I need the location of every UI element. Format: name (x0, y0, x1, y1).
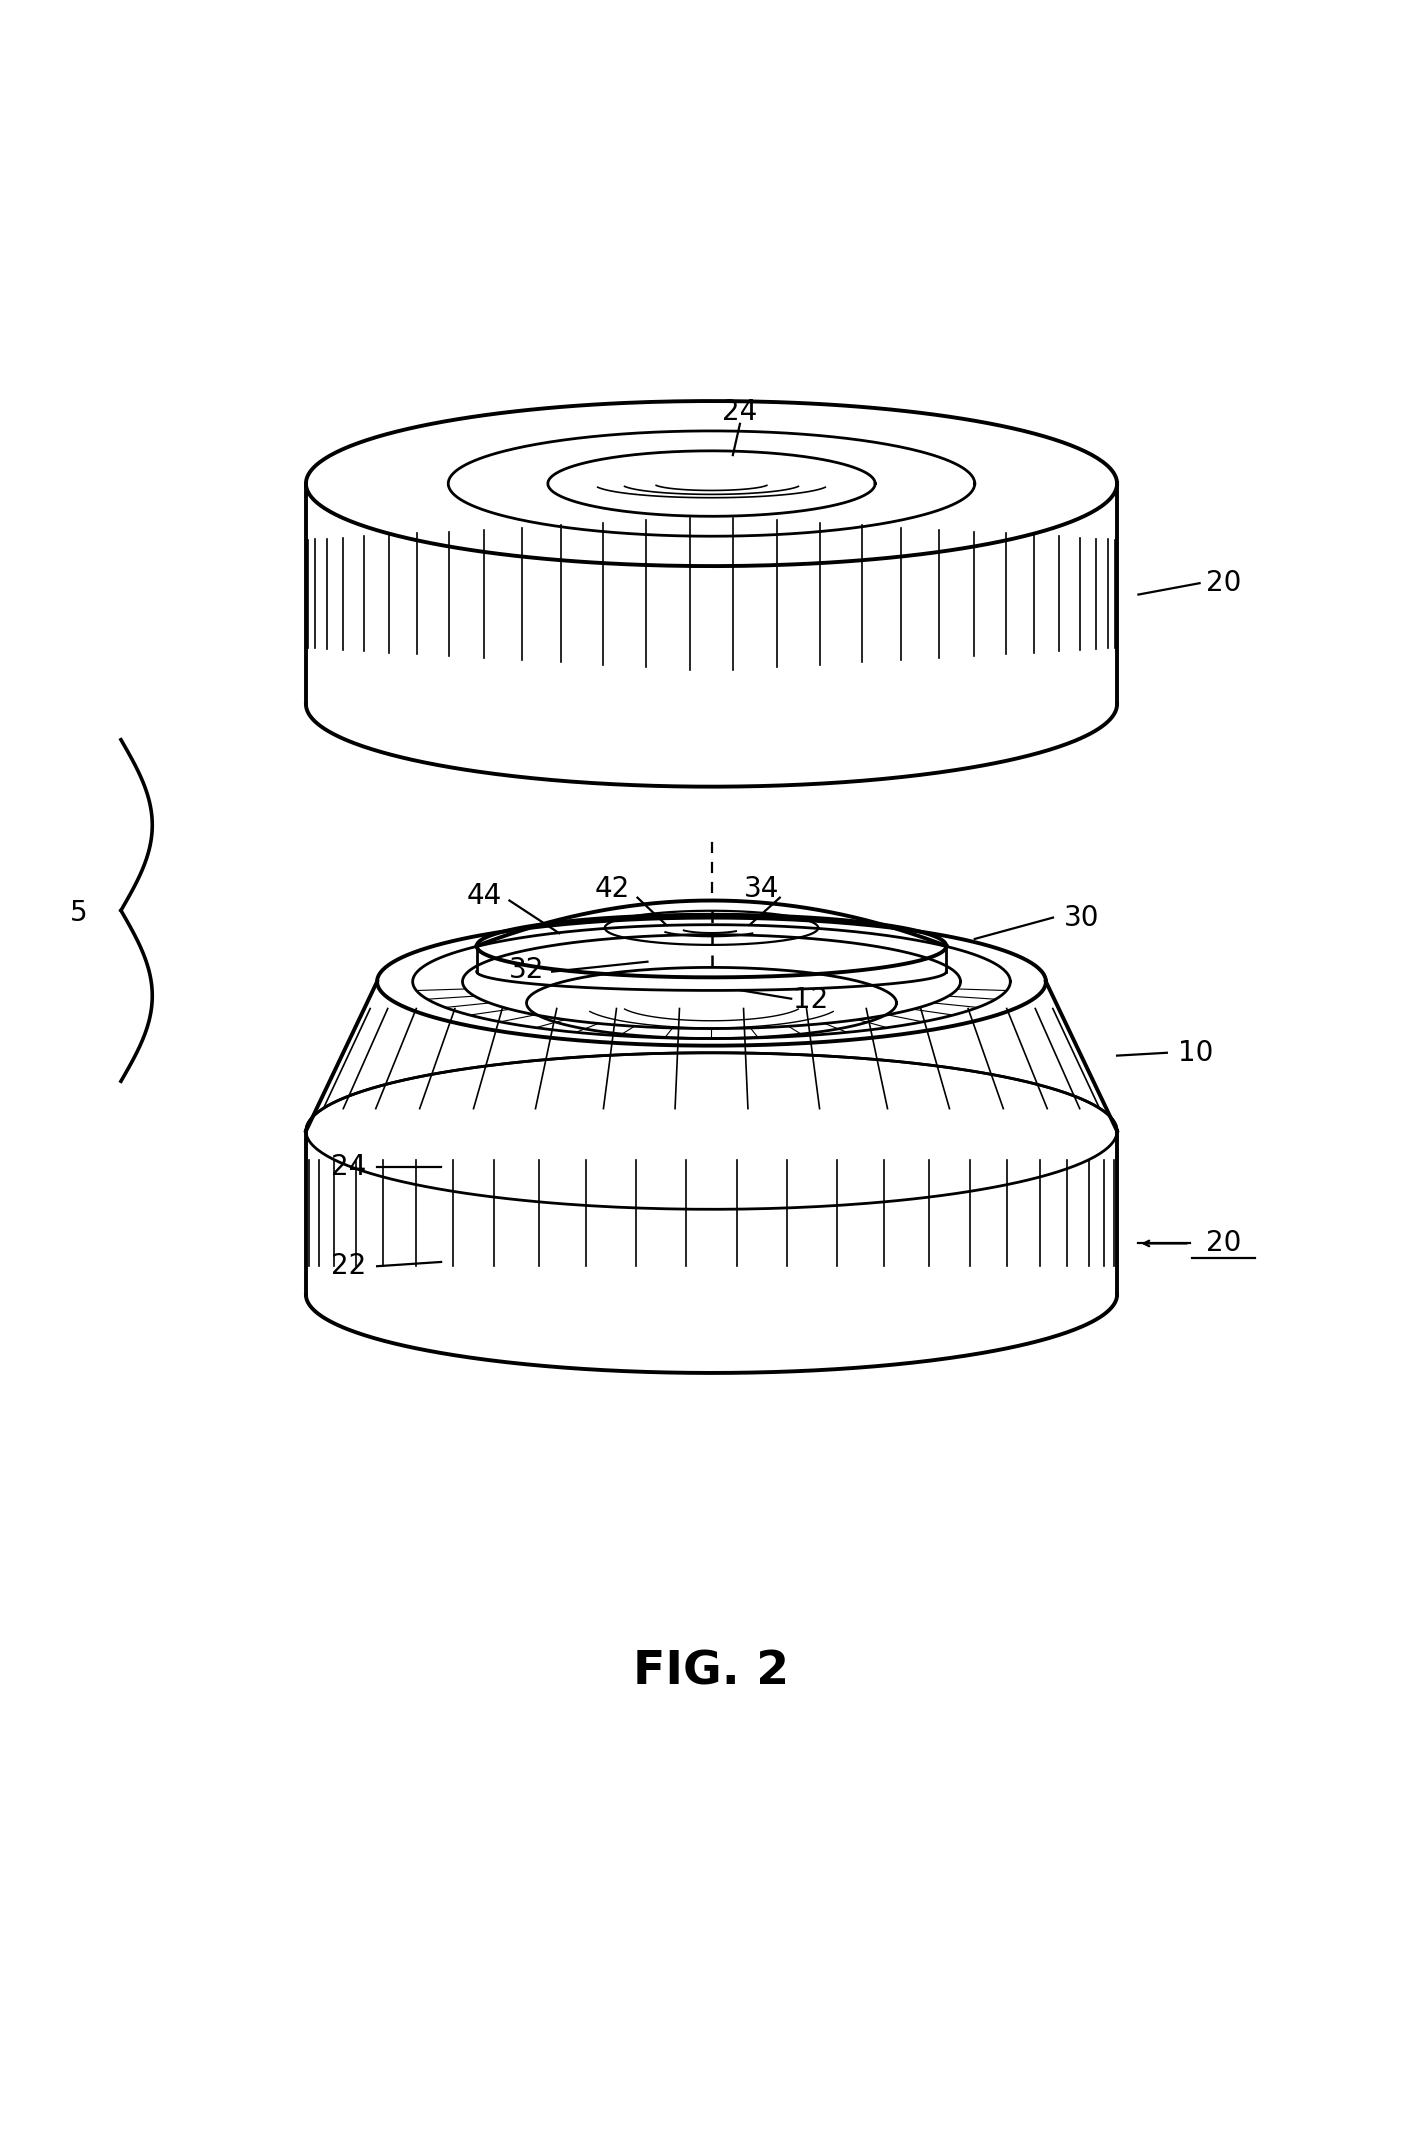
Text: 10: 10 (1178, 1039, 1212, 1067)
Text: 12: 12 (794, 986, 828, 1014)
Text: 24: 24 (332, 1152, 366, 1180)
Text: 5: 5 (70, 898, 87, 928)
Text: 42: 42 (595, 875, 629, 903)
Text: 32: 32 (509, 956, 544, 984)
Text: 20: 20 (1207, 570, 1241, 598)
Text: 20: 20 (1207, 1229, 1241, 1257)
Text: 44: 44 (467, 881, 501, 911)
Text: 24: 24 (723, 399, 757, 427)
Text: 22: 22 (332, 1253, 366, 1280)
Text: 34: 34 (744, 875, 778, 903)
Text: FIG. 2: FIG. 2 (633, 1650, 790, 1694)
Text: 30: 30 (1064, 903, 1099, 933)
